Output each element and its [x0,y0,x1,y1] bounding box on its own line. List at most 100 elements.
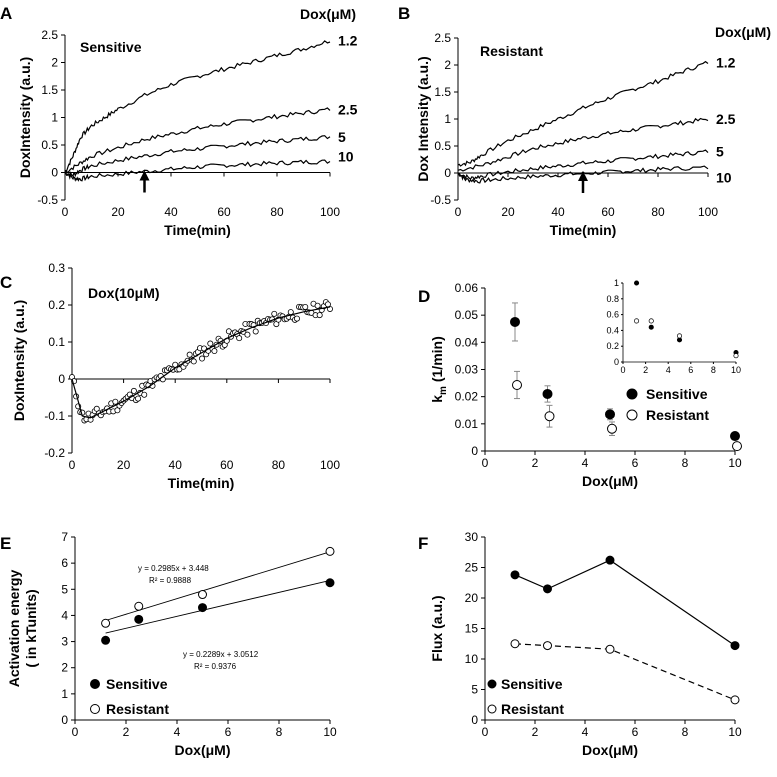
data-point [199,355,206,362]
x-tick-label: 10 [728,456,742,470]
x-tick-label: 2 [532,725,539,739]
fit-equation: y = 0.2985x + 3.448 [138,564,209,573]
legend-label: Resistant [646,407,709,423]
inset-y-tick-label: 0.8 [606,294,619,304]
x-tick-label: 0 [72,725,79,739]
data-point [605,555,615,565]
x-tick-label: 0 [69,458,76,472]
x-tick-label: 20 [117,458,131,472]
x-tick-label: 4 [174,725,181,739]
inset-data-point [676,333,683,339]
inset-y-tick-label: 0.4 [606,325,619,335]
series-label: 1.2 [716,54,736,70]
inset-x-tick-label: 0 [620,365,625,375]
panel-letter: A [0,4,12,23]
x-tick-label: 100 [698,205,718,219]
y-tick-label: 1.5 [41,83,58,97]
x-tick-label: 0 [455,205,462,219]
inset-x-tick-label: 10 [731,365,741,375]
arrow-head [578,171,588,181]
data-point [325,578,335,588]
inset-x-tick-label: 6 [688,365,693,375]
x-tick-label: 100 [320,458,340,472]
x-tick-label: 60 [601,205,615,219]
inset-y-tick-label: 0 [614,357,619,367]
y-tick-label: -0.2 [44,446,65,460]
legend-label: Resistant [501,701,564,717]
inset-x-tick-label: 8 [711,365,716,375]
inset-data-point [634,318,640,324]
data-point [207,340,214,347]
x-tick-label: 40 [551,205,565,219]
y-tick-label: 0.03 [455,363,479,377]
legend-title: Dox(μM) [300,6,356,22]
panel-letter: B [398,4,410,23]
x-tick-label: 80 [270,205,284,219]
x-tick-label: 0 [62,205,69,219]
y-tick-label: -0.5 [430,193,451,207]
legend-title: Dox(μM) [715,24,771,40]
x-tick-label: 80 [272,458,286,472]
data-point [135,395,142,402]
data-point [302,303,309,310]
fit-equation: y = 0.2289x + 3.0512 [183,650,259,659]
series-line [457,117,709,172]
inset-data-point [648,324,654,330]
inset-x-tick-label: 2 [643,365,648,375]
x-tick-label: 60 [217,205,231,219]
series-label: 2.5 [338,101,358,117]
data-point [287,309,294,316]
y-label-unit: (1/min) [429,336,445,386]
data-point [101,618,111,628]
y-tick-label: 0 [471,713,478,727]
y-axis-label: Dox Intensity (a.u.) [415,56,431,181]
data-point [544,411,555,422]
x-tick-label: 8 [682,456,689,470]
series-label: 5 [716,143,724,159]
x-tick-label: 10 [728,725,742,739]
panel-letter: C [0,273,12,292]
x-tick-label: 6 [632,456,639,470]
y-tick-label: 7 [61,530,68,544]
y-tick-label: 0 [61,713,68,727]
series-line [514,643,736,701]
y-tick-label: 2.5 [434,31,451,45]
series-line [64,40,331,173]
x-tick-label: 10 [323,725,337,739]
data-point [211,348,218,355]
data-point [543,641,552,651]
y-tick-label: 0.3 [48,261,65,275]
x-axis-label: Dox(μM) [582,473,638,489]
data-point [607,423,617,434]
y-tick-label: 15 [465,622,479,636]
data-point [730,431,740,442]
legend-label: Resistant [106,701,169,717]
data-point [510,570,520,580]
series-line [514,559,736,647]
y-tick-label: 0.06 [455,281,479,295]
data-point [325,546,335,556]
inset-x-tick-label: 4 [666,365,671,375]
data-point [730,641,740,651]
x-tick-label: 8 [682,725,689,739]
data-point [314,302,321,309]
y-tick-label: 0 [51,166,58,180]
x-axis-label: Dox(μM) [175,742,231,758]
y-tick-label: 3 [61,635,68,649]
y-tick-label: 2.5 [41,28,58,42]
x-tick-label: 40 [164,205,178,219]
y-tick-label: 2 [51,56,58,70]
y-tick-label: 5 [471,683,478,697]
x-tick-label: 0 [482,456,489,470]
data-point [134,614,144,624]
y-tick-label: 0.02 [455,390,479,404]
x-tick-label: 0 [482,725,489,739]
data-point [141,391,148,398]
data-point [510,639,520,649]
x-tick-label: 100 [320,205,340,219]
panel-title: Sensitive [80,39,142,55]
y-axis-label-line2: ( in kTunits) [23,589,39,667]
series-label: 1.2 [338,33,358,49]
y-tick-label: 0 [471,444,478,458]
